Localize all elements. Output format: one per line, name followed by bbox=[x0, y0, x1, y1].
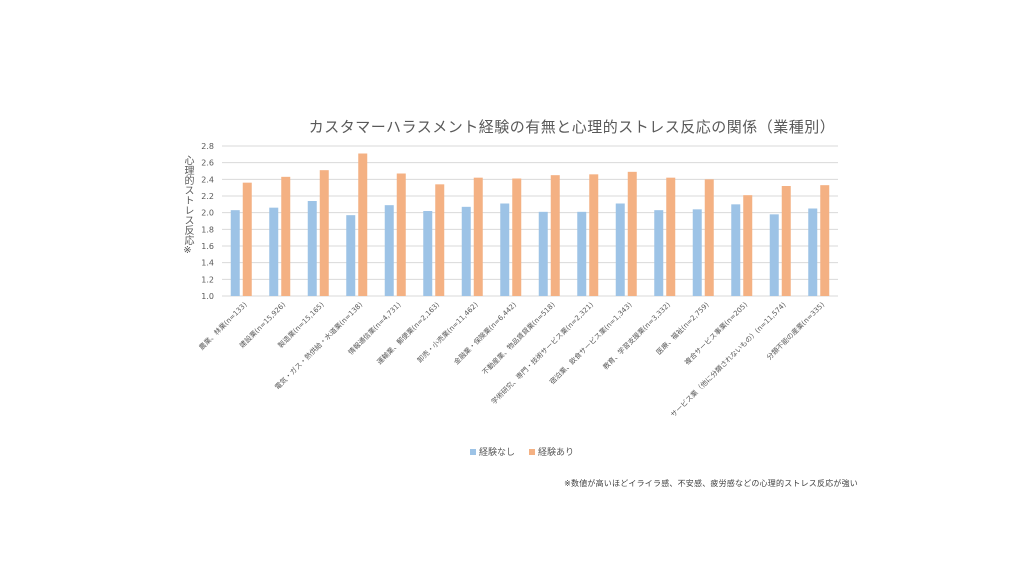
bar-experience bbox=[396, 173, 406, 296]
bar-no-experience bbox=[500, 203, 510, 296]
legend-label-no-experience: 経験なし bbox=[478, 448, 515, 458]
x-tick-label: 宿泊業、飲食サービス業(n=1,343) bbox=[548, 300, 634, 386]
bar-experience bbox=[627, 171, 637, 296]
bar-experience bbox=[281, 176, 291, 296]
y-tick-label: 2.0 bbox=[201, 209, 214, 218]
bar-experience bbox=[242, 182, 252, 296]
y-axis-label: 心理的ストレス反応※ bbox=[182, 155, 193, 256]
y-tick-label: 1.8 bbox=[201, 225, 214, 234]
y-tick-label: 2.4 bbox=[201, 175, 214, 184]
y-tick-label: 1.2 bbox=[201, 275, 214, 284]
x-tick-label: 不動産業、物品賃貸業(n=518) bbox=[480, 300, 557, 377]
x-tick-labels: 農業、林業(n=133)建設業(n=15,926)製造業(n=15,165)電気… bbox=[197, 300, 826, 419]
x-tick-label: 電気・ガス・熱供給・水道業(n=138) bbox=[273, 300, 364, 391]
bar-experience bbox=[589, 174, 599, 296]
y-tick-label: 2.2 bbox=[201, 192, 214, 201]
legend-item-experience: 経験あり bbox=[529, 445, 574, 458]
bar-experience bbox=[512, 178, 522, 296]
bar-experience bbox=[704, 179, 714, 296]
y-tick-label: 2.8 bbox=[201, 142, 214, 151]
x-tick-label: 教育、学習支援業(n=3,332) bbox=[601, 300, 672, 371]
footnote: ※数値が高いほどイライラ感、不安感、疲労感などの心理的ストレス反応が強い bbox=[564, 479, 858, 488]
chart-title: カスタマーハラスメント経験の有無と心理的ストレス反応の関係（業種別） bbox=[308, 118, 836, 136]
legend-label-experience: 経験あり bbox=[538, 448, 575, 458]
bar-no-experience bbox=[384, 205, 394, 296]
y-tick-label: 1.4 bbox=[201, 259, 214, 268]
bar-no-experience bbox=[615, 203, 625, 296]
bar-experience bbox=[820, 185, 830, 296]
legend-swatch-experience bbox=[529, 448, 535, 455]
bar-experience bbox=[319, 170, 329, 296]
bar-no-experience bbox=[731, 204, 741, 296]
bar-no-experience bbox=[423, 211, 433, 296]
bar-experience bbox=[435, 184, 445, 296]
bar-experience bbox=[473, 177, 483, 296]
bar-experience bbox=[550, 175, 560, 296]
bar-experience bbox=[358, 153, 368, 296]
x-tick-label: 卸売・小売業(n=11,462) bbox=[415, 300, 480, 365]
bar-no-experience bbox=[230, 210, 240, 296]
bar-experience bbox=[666, 177, 676, 296]
bar-no-experience bbox=[692, 209, 702, 296]
bar-no-experience bbox=[461, 206, 471, 296]
legend-swatch-no-experience bbox=[469, 448, 476, 455]
x-tick-label: 複合サービス事業(n=205) bbox=[683, 300, 750, 367]
bars bbox=[230, 153, 830, 296]
bar-no-experience bbox=[307, 201, 317, 296]
x-tick-label: 運輸業、郵便業(n=2,163) bbox=[375, 300, 442, 367]
bar-no-experience bbox=[654, 210, 664, 296]
x-tick-label: 金融業・保険業(n=6,442) bbox=[452, 300, 519, 367]
bar-no-experience bbox=[577, 211, 587, 296]
bar-no-experience bbox=[538, 211, 548, 296]
bar-experience bbox=[781, 186, 791, 296]
bar-no-experience bbox=[808, 208, 818, 296]
bar-no-experience bbox=[769, 214, 779, 296]
bar-experience bbox=[743, 195, 753, 296]
y-tick-label: 1.0 bbox=[201, 292, 214, 301]
bar-no-experience bbox=[346, 215, 356, 296]
y-tick-label: 2.6 bbox=[201, 159, 214, 168]
y-tick-label: 1.6 bbox=[201, 242, 214, 251]
bar-no-experience bbox=[269, 207, 279, 296]
legend: 経験なし 経験あり bbox=[0, 445, 1024, 458]
y-tick-labels: 1.0 1.2 1.4 1.6 1.8 2.0 2.2 2.4 2.6 2.8 bbox=[201, 142, 214, 301]
legend-item-no-experience: 経験なし bbox=[469, 445, 515, 458]
